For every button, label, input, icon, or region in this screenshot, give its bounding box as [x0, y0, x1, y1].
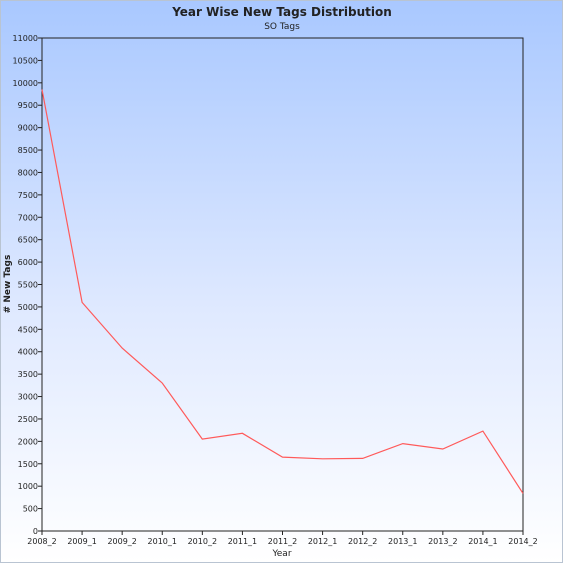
- y-tick-label: 6500: [18, 236, 38, 245]
- y-tick-label: 6000: [18, 258, 38, 267]
- chart-title: Year Wise New Tags Distribution: [171, 5, 392, 19]
- x-tick-label: 2009_2: [107, 537, 136, 546]
- y-tick-label: 1500: [18, 460, 38, 469]
- y-tick-label: 4000: [18, 348, 38, 357]
- series-line: [41, 89, 524, 494]
- y-tick-label: 3500: [18, 370, 38, 379]
- x-tick-label: 2010_1: [148, 537, 177, 546]
- y-tick-label: 8000: [18, 168, 38, 177]
- y-tick-label: 10500: [13, 56, 38, 65]
- y-tick-label: 8500: [18, 146, 38, 155]
- y-tick-label: 2500: [18, 415, 38, 424]
- x-tick-label: 2009_1: [67, 537, 96, 546]
- x-axis-ticks: 2008_2 2009_1 2009_2 2010_1 2010_2 2011_1 2011…: [27, 531, 538, 546]
- y-tick-label: 0: [33, 527, 38, 536]
- y-tick-label: 4500: [18, 325, 38, 334]
- x-axis-label: Year: [271, 549, 291, 559]
- y-tick-label: 2000: [18, 437, 38, 446]
- x-tick-label: 2011_1: [228, 537, 257, 546]
- y-axis-ticks: 0 500 1000 1500 2000 2500 3000 3500 4000 4500 5000…: [13, 34, 42, 536]
- y-tick-label: 7500: [18, 191, 38, 200]
- x-tick-label: 2011_2: [268, 537, 297, 546]
- y-tick-label: 11000: [13, 34, 38, 43]
- y-tick-label: 5000: [18, 303, 38, 312]
- x-tick-label: 2014_2: [508, 537, 537, 546]
- x-tick-label: 2010_2: [188, 537, 217, 546]
- y-tick-label: 3000: [18, 393, 38, 402]
- y-tick-label: 7000: [18, 213, 38, 222]
- x-tick-label: 2013_2: [428, 537, 457, 546]
- chart-subtitle: SO Tags: [264, 22, 300, 32]
- y-tick-label: 9500: [18, 101, 38, 110]
- x-tick-label: 2012_1: [308, 537, 337, 546]
- y-tick-label: 5500: [18, 281, 38, 290]
- y-axis-label: # New Tags: [3, 255, 13, 314]
- y-tick-label: 9000: [18, 124, 38, 133]
- x-tick-label: 2014_1: [468, 537, 497, 546]
- x-tick-label: 2012_2: [348, 537, 377, 546]
- y-tick-label: 1000: [18, 482, 38, 491]
- y-tick-label: 10000: [13, 79, 38, 88]
- x-tick-label: 2013_1: [388, 537, 417, 546]
- y-tick-label: 500: [23, 505, 38, 514]
- x-tick-label: 2008_2: [27, 537, 56, 546]
